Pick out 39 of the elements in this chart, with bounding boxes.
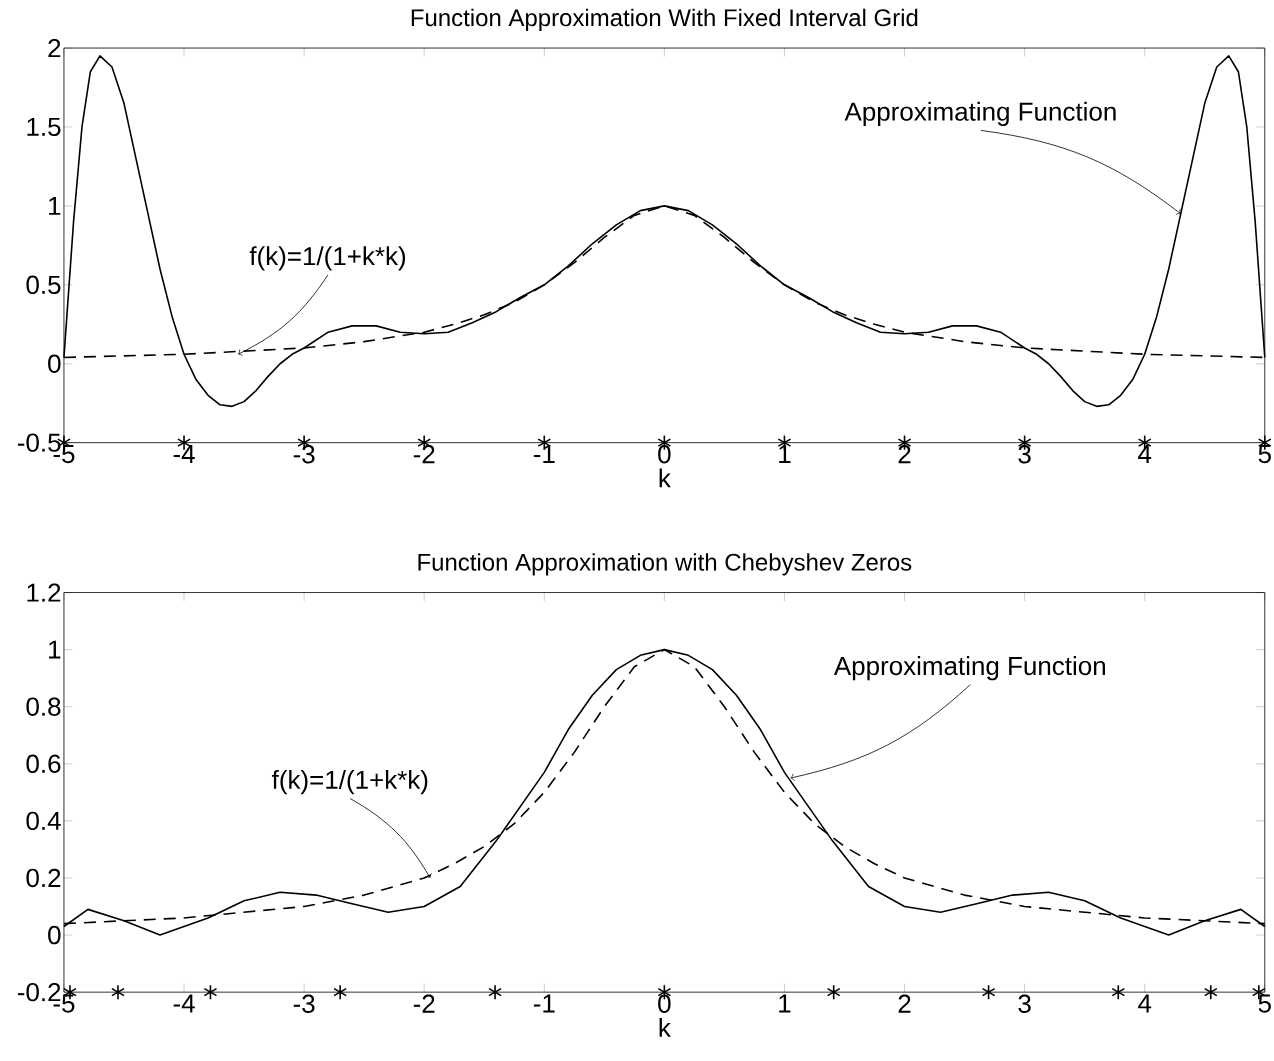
chart-title: Function Approximation with Chebyshev Zeros [418,553,912,576]
x-tick-label: 2 [898,994,911,1013]
x-axis-title: k [659,1017,671,1037]
x-tick-label: 0 [658,445,671,464]
y-tick-label: 0 [48,354,61,373]
annotation: f(k)=1/(1+k*k) [249,246,406,271]
chart-title: Function Approximation With Fixed Interval Grid [411,8,918,31]
annotation: Approximating Function [833,656,1105,681]
annotation: Approximating Function [844,101,1116,126]
y-tick-label: 1 [49,196,61,215]
x-tick-label: -4 [173,445,195,463]
x-tick-label: 4 [1138,994,1152,1013]
x-tick-label: 5 [1258,445,1271,464]
x-tick-label: -1 [533,994,555,1013]
x-tick-label: 2 [898,445,911,464]
y-tick-label: 1 [49,640,61,659]
x-tick-label: 0 [658,994,671,1013]
y-tick-label: 0.2 [26,868,61,888]
x-tick-label: 5 [1258,994,1271,1013]
x-tick-label: 1 [779,994,791,1013]
y-tick-label: 2 [48,38,61,58]
x-axis-title: k [659,468,671,488]
y-tick-label: 0.6 [26,754,61,773]
y-tick-label: 0.8 [26,697,61,716]
x-tick-label: -2 [413,994,435,1013]
x-tick-label: -2 [413,445,435,464]
x-tick-label: 3 [1018,445,1031,464]
x-tick-label: -3 [293,445,315,464]
y-tick-label: 0 [48,925,61,945]
x-tick-label: -1 [533,445,555,463]
y-tick-label: 1.2 [27,583,61,602]
y-tick-label: 0.5 [26,275,61,294]
x-tick-label: 3 [1018,994,1031,1013]
y-tick-label: 0.4 [26,811,61,831]
annotation: f(k)=1/(1+k*k) [271,769,428,795]
x-tick-label: -4 [173,994,195,1013]
x-tick-label: 4 [1138,445,1152,463]
y-tick-label: 1.5 [27,117,61,137]
x-tick-label: -3 [293,994,315,1013]
